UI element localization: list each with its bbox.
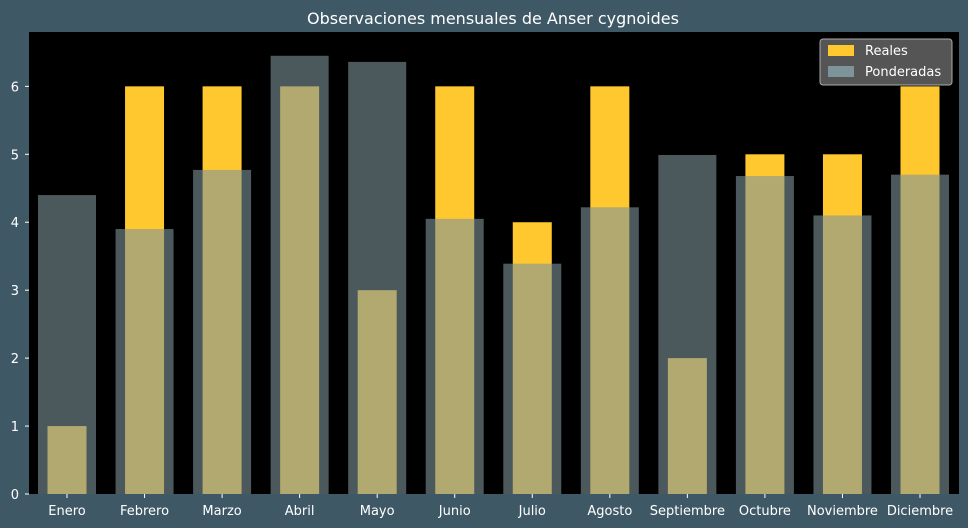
legend: Reales Ponderadas: [819, 38, 953, 86]
y-tick-label: 2: [11, 352, 19, 367]
y-tick-label: 3: [11, 284, 19, 299]
chart-title: Observaciones mensuales de Anser cygnoid…: [307, 9, 679, 28]
x-tick-label-junio: Junio: [438, 504, 471, 519]
bar-ponderadas-diciembre: [891, 174, 949, 495]
plot-area: [29, 32, 959, 494]
x-tick-label-febrero: Febrero: [120, 504, 169, 519]
bar-ponderadas-octubre: [735, 176, 794, 495]
legend-label-reales: Reales: [865, 44, 908, 59]
x-tick-label-octubre: Octubre: [739, 504, 791, 519]
x-tick-label-enero: Enero: [48, 504, 86, 519]
bar-ponderadas-septiembre: [658, 154, 717, 495]
bar-ponderadas-abril: [270, 55, 329, 494]
legend-label-ponderadas: Ponderadas: [865, 65, 941, 80]
x-tick-label-mayo: Mayo: [360, 504, 395, 519]
bar-ponderadas-noviembre: [813, 215, 872, 495]
bar-ponderadas-enero: [38, 195, 96, 494]
x-tick-label-julio: Julio: [518, 504, 546, 519]
series-ponderadas: [38, 55, 949, 495]
y-axis: 0 1 2 3 4 5 6: [11, 80, 29, 503]
bar-ponderadas-agosto: [580, 207, 639, 494]
bar-ponderadas-junio: [425, 218, 484, 494]
x-axis: Enero Febrero Marzo Abril Mayo Junio Julio Agos…: [48, 494, 953, 519]
legend-swatch-ponderadas: [828, 66, 854, 77]
bar-ponderadas-julio: [503, 263, 562, 494]
y-tick-label: 5: [11, 148, 19, 163]
x-tick-label-noviembre: Noviembre: [807, 504, 878, 519]
x-tick-label-septiembre: Septiembre: [650, 504, 725, 519]
x-tick-label-abril: Abril: [285, 504, 315, 519]
x-tick-label-diciembre: Diciembre: [887, 504, 953, 519]
y-tick-label: 6: [11, 80, 19, 95]
legend-swatch-reales: [828, 45, 854, 56]
bar-ponderadas-febrero: [115, 229, 174, 494]
x-tick-label-agosto: Agosto: [587, 504, 632, 519]
y-tick-label: 1: [11, 420, 19, 435]
y-tick-label: 0: [11, 488, 19, 503]
bar-ponderadas-marzo: [193, 169, 252, 494]
y-tick-label: 4: [11, 216, 19, 231]
bar-ponderadas-mayo: [348, 61, 407, 495]
x-tick-label-marzo: Marzo: [202, 504, 241, 519]
